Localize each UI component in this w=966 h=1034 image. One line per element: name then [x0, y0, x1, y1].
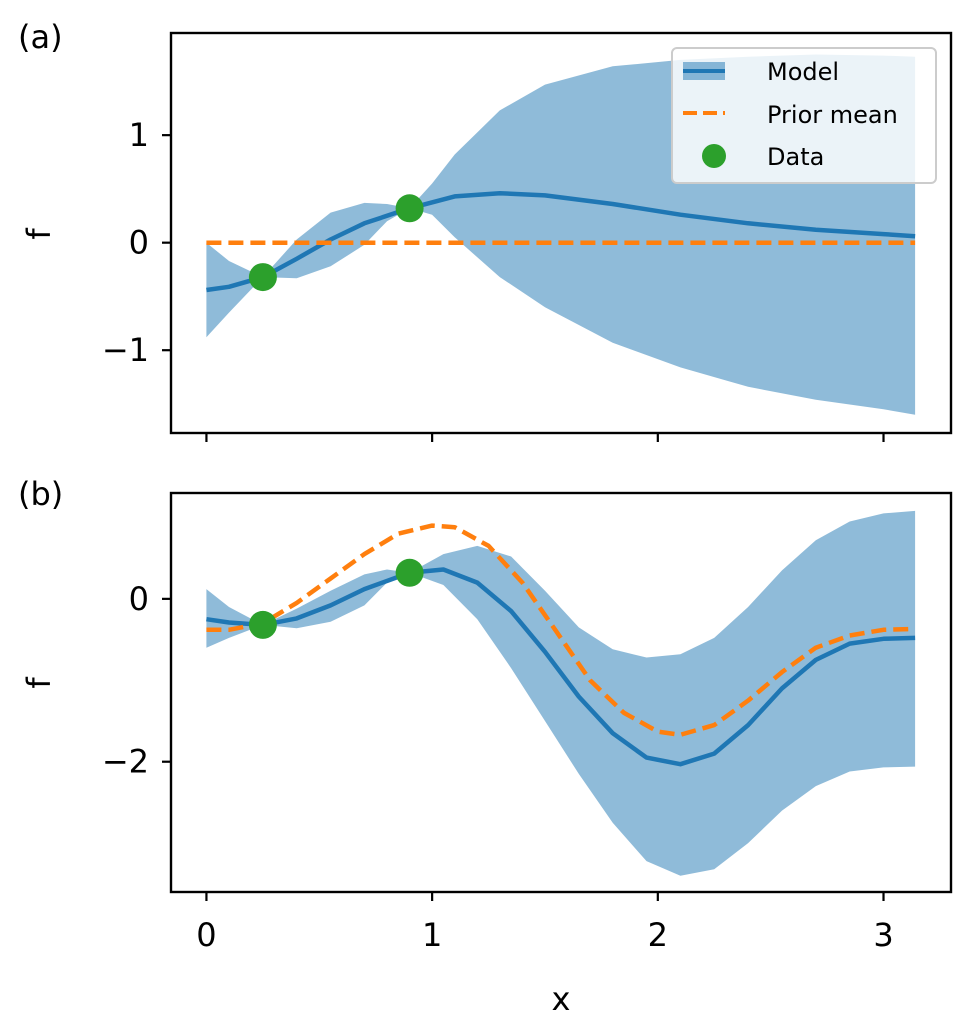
panel-a-frame: [169, 31, 953, 435]
legend-box: [671, 47, 937, 184]
panel-b-xtick-label: 1: [422, 916, 442, 954]
panel-a-points-layer: [248, 194, 424, 292]
panel-a-label: (a): [18, 18, 63, 56]
panel-a-data-point: [248, 263, 277, 292]
panel-b-model-line: [206, 567, 916, 767]
panel-a-ylabel: f: [20, 228, 58, 240]
legend: Model Prior mean Data: [671, 47, 937, 184]
panel-b-xtick-label: 3: [873, 916, 893, 954]
panel-a-data-point: [395, 194, 424, 223]
legend-model-label: Model: [767, 58, 839, 86]
panel-b-ylabel: f: [20, 677, 58, 689]
panel-b-points-layer: [248, 558, 424, 639]
panel-b-ytick-label: −2: [102, 743, 149, 781]
panel-b: 0 1 2 3 −2 0 (b) f x: [18, 475, 953, 1018]
panel-b-frame: [169, 491, 953, 894]
panel-b-xlabel: x: [552, 980, 571, 1018]
panel-b-ytick-label: 0: [129, 580, 149, 618]
panel-a-model-line: [206, 190, 916, 293]
panel-a-ytick-label: 0: [129, 224, 149, 262]
panel-b-label: (b): [18, 475, 63, 513]
panel-b-lines-layer: [206, 523, 916, 767]
legend-data-label: Data: [767, 143, 824, 171]
panel-b-confidence-band: [206, 510, 916, 876]
panel-b-xtick-label: 0: [196, 916, 216, 954]
panel-a-ytick-label: 1: [129, 116, 149, 154]
legend-data-swatch: [702, 144, 726, 168]
panel-b-ticks-layer: 0 1 2 3 −2 0: [102, 580, 894, 954]
panel-b-band-layer: [206, 510, 916, 876]
panel-b-data-point: [248, 610, 277, 639]
panel-b-prior-mean-line: [206, 523, 916, 738]
panel-a-lines-layer: [206, 190, 916, 293]
panel-b-data-point: [395, 558, 424, 587]
panel-b-xtick-label: 2: [648, 916, 668, 954]
panel-a: −1 0 1 (a) f Model Prior mean Data: [18, 18, 953, 442]
legend-prior-mean-label: Prior mean: [767, 101, 898, 129]
panel-a-ytick-label: −1: [102, 331, 149, 369]
panel-a-ticks-layer: −1 0 1: [102, 116, 885, 442]
